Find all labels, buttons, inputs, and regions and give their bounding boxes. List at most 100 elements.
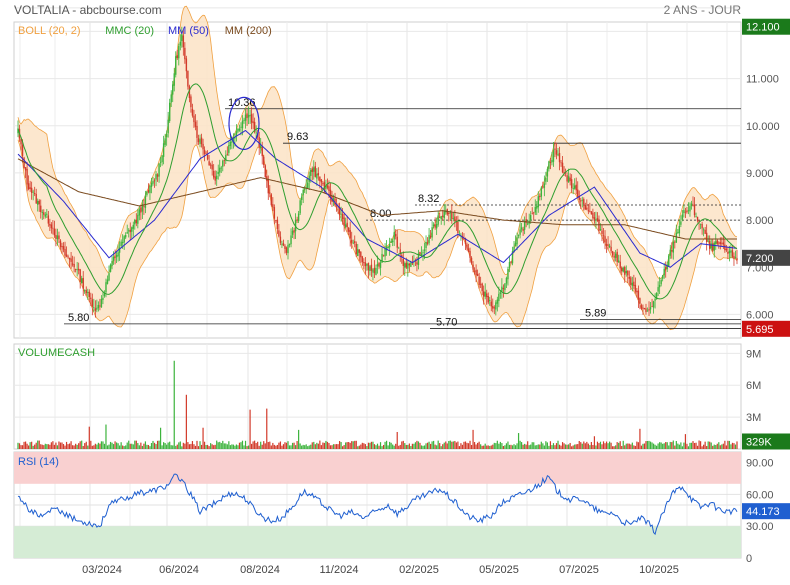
candle-body — [21, 144, 24, 157]
candle-body — [46, 213, 48, 215]
candle-body — [621, 267, 623, 272]
volume-bar — [345, 442, 347, 449]
candle-body — [29, 187, 31, 190]
volume-bar — [18, 443, 21, 449]
volume-bar — [44, 443, 46, 449]
candle-body — [601, 230, 603, 235]
candle-body — [393, 232, 395, 240]
candle-body — [340, 213, 342, 215]
candle-body — [479, 283, 482, 285]
volume-bar — [396, 431, 398, 449]
candle-body — [250, 114, 253, 123]
candle-body — [158, 163, 160, 177]
candle-body — [634, 284, 637, 292]
candle-body — [595, 219, 597, 221]
candle-body — [587, 210, 590, 212]
volume-bar — [454, 440, 456, 449]
candle-body — [640, 305, 643, 309]
candle-body — [341, 214, 344, 219]
volume-bar — [308, 445, 310, 449]
volume-bar — [23, 441, 25, 449]
candle-body — [249, 115, 251, 117]
candle-body — [652, 301, 655, 308]
candle-body — [630, 277, 632, 285]
candle-body — [475, 269, 477, 276]
candle-body — [513, 246, 515, 253]
candle-body — [572, 188, 574, 190]
volume-bar — [725, 445, 727, 449]
candle-body — [577, 189, 579, 198]
candle-body — [81, 278, 83, 284]
volume-bar — [722, 443, 724, 449]
candle-body — [217, 171, 219, 175]
volume-bar — [478, 441, 480, 449]
candle-body — [23, 157, 25, 169]
volume-bar — [126, 442, 128, 449]
volume-bar — [621, 445, 623, 449]
candle-body — [82, 278, 84, 289]
candle-body — [62, 246, 65, 250]
candle-body — [404, 263, 406, 268]
level-label-8.00: 8.00 — [370, 208, 391, 220]
volume-bar — [392, 444, 394, 449]
price-flag-last-label: 7.200 — [746, 253, 774, 265]
volume-bar — [425, 443, 427, 449]
candle-body — [449, 212, 452, 214]
volume-bar — [659, 442, 661, 449]
volume-bar — [531, 442, 533, 449]
volume-bar — [203, 441, 206, 449]
volume-bar — [331, 445, 333, 449]
candle-body — [193, 115, 195, 123]
volume-bar — [41, 444, 43, 449]
volume-bar — [528, 445, 530, 449]
volume-bar — [689, 442, 691, 449]
candle-body — [179, 41, 182, 46]
candle-body — [311, 168, 313, 172]
volume-bar — [618, 442, 620, 449]
candle-body — [33, 193, 36, 194]
candle-body — [387, 246, 389, 249]
candle-body — [610, 246, 612, 252]
candle-body — [516, 237, 518, 245]
candle-body — [540, 187, 543, 197]
volume-bar — [693, 442, 696, 449]
volume-bar — [584, 443, 586, 449]
level-label-8.32: 8.32 — [418, 193, 439, 205]
volume-bar — [663, 443, 665, 449]
candle-body — [203, 149, 206, 154]
volume-bar — [282, 444, 285, 449]
candle-body — [134, 219, 136, 225]
candle-body — [692, 204, 694, 206]
volume-bar — [340, 442, 342, 449]
volume-bar — [197, 446, 200, 449]
candle-body — [168, 102, 171, 122]
volume-bar — [52, 441, 54, 449]
volume-bar — [294, 445, 297, 449]
volume-bar — [475, 444, 477, 449]
volume-bar — [698, 440, 700, 449]
candle-body — [470, 257, 473, 264]
candle-body — [381, 253, 383, 263]
candle-body — [598, 219, 600, 232]
chart-header-title: VOLTALIA - abcbourse.com — [14, 3, 162, 17]
candle-body — [655, 292, 658, 300]
volume-bar — [225, 443, 227, 449]
candle-body — [222, 160, 224, 167]
volume-bar — [367, 442, 369, 449]
volume-bar — [79, 441, 81, 449]
volume-bar — [99, 443, 101, 449]
volume-bar — [342, 446, 344, 449]
candle-body — [596, 218, 599, 221]
ma200-line — [17, 158, 737, 240]
volume-bar — [724, 440, 726, 449]
price-tick-label: 11.000 — [746, 74, 779, 86]
candle-body — [372, 269, 374, 273]
candle-body — [375, 267, 377, 275]
volume-bar — [182, 442, 184, 449]
volume-bar — [549, 441, 552, 449]
candle-body — [689, 206, 691, 212]
volume-bar — [252, 441, 254, 449]
candle-body — [241, 120, 244, 129]
candle-body — [111, 261, 113, 266]
volume-bar — [654, 444, 656, 449]
